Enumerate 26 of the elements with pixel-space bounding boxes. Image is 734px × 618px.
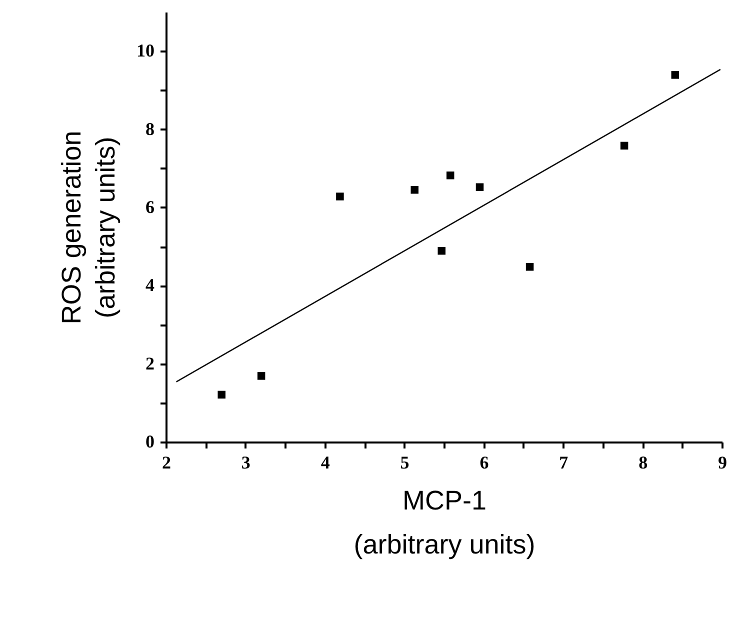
x-tick-label: 2 bbox=[162, 452, 171, 472]
x-tick-label: 8 bbox=[638, 452, 648, 472]
point bbox=[438, 246, 446, 255]
x-tick-label: 5 bbox=[400, 452, 410, 472]
y-axis-title: ROS generation (arbitrary units) bbox=[56, 130, 120, 324]
x-tick-label: 3 bbox=[241, 452, 250, 472]
y-tick-label: 10 bbox=[136, 40, 154, 61]
point bbox=[257, 372, 266, 380]
x-axis-title: MCP-1 (arbitrary units) bbox=[354, 486, 536, 560]
x-tick-label: 4 bbox=[320, 452, 330, 472]
point bbox=[526, 263, 534, 271]
y-tick-label: 2 bbox=[146, 353, 154, 374]
point bbox=[620, 142, 628, 150]
point bbox=[336, 192, 344, 200]
y-tick-label: 6 bbox=[146, 196, 154, 217]
point bbox=[671, 71, 680, 79]
y-tick-label: 4 bbox=[146, 275, 154, 296]
x-tick-label: 6 bbox=[480, 452, 489, 472]
y-tick-label: 8 bbox=[146, 118, 154, 139]
x-tick-label: 7 bbox=[559, 452, 568, 472]
point bbox=[218, 390, 226, 399]
x-tick-label: 9 bbox=[718, 452, 727, 472]
y-tick-label: 0 bbox=[146, 432, 154, 452]
point bbox=[476, 183, 484, 191]
point bbox=[410, 186, 418, 194]
point bbox=[446, 172, 454, 180]
